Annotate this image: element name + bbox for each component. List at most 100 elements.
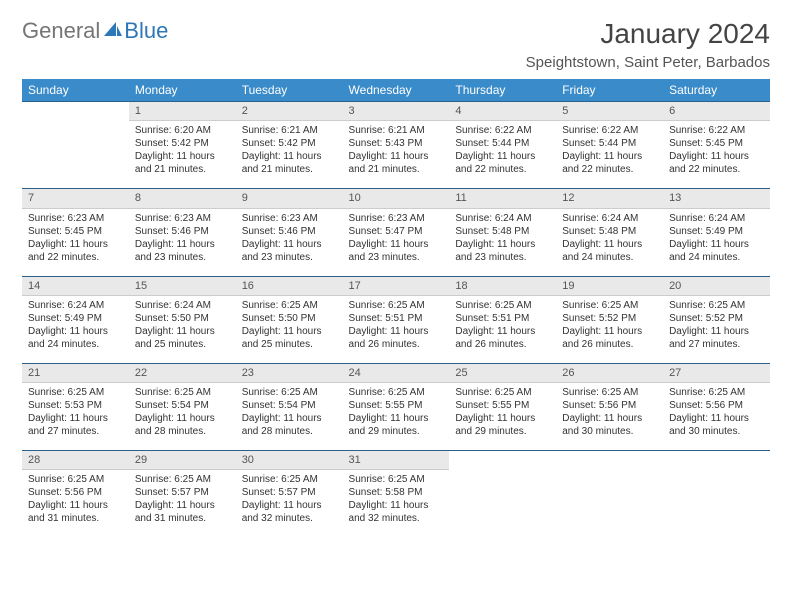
daylight-text: Daylight: 11 hours and 21 minutes. (349, 150, 444, 176)
day-cell: Sunrise: 6:24 AMSunset: 5:48 PMDaylight:… (556, 208, 663, 276)
weekday-header: Tuesday (236, 79, 343, 102)
day-cell: Sunrise: 6:23 AMSunset: 5:45 PMDaylight:… (22, 208, 129, 276)
daylight-text: Daylight: 11 hours and 31 minutes. (28, 499, 123, 525)
daylight-text: Daylight: 11 hours and 26 minutes. (562, 325, 657, 351)
daylight-text: Daylight: 11 hours and 26 minutes. (349, 325, 444, 351)
sunset-text: Sunset: 5:56 PM (562, 399, 657, 412)
day-number: 24 (343, 363, 450, 382)
sunrise-text: Sunrise: 6:23 AM (242, 212, 337, 225)
daylight-text: Daylight: 11 hours and 22 minutes. (669, 150, 764, 176)
daylight-text: Daylight: 11 hours and 24 minutes. (669, 238, 764, 264)
sunset-text: Sunset: 5:47 PM (349, 225, 444, 238)
day-number: 25 (449, 363, 556, 382)
sunrise-text: Sunrise: 6:24 AM (562, 212, 657, 225)
day-number: 10 (343, 189, 450, 208)
day-cell: Sunrise: 6:21 AMSunset: 5:42 PMDaylight:… (236, 121, 343, 189)
sunrise-text: Sunrise: 6:25 AM (349, 473, 444, 486)
day-cell: Sunrise: 6:25 AMSunset: 5:54 PMDaylight:… (236, 383, 343, 451)
sunrise-text: Sunrise: 6:24 AM (28, 299, 123, 312)
weekday-header: Sunday (22, 79, 129, 102)
day-cell: Sunrise: 6:22 AMSunset: 5:44 PMDaylight:… (556, 121, 663, 189)
day-number: 9 (236, 189, 343, 208)
daylight-text: Daylight: 11 hours and 24 minutes. (562, 238, 657, 264)
daylight-text: Daylight: 11 hours and 21 minutes. (242, 150, 337, 176)
sunrise-text: Sunrise: 6:25 AM (349, 299, 444, 312)
day-number: 5 (556, 102, 663, 121)
day-number: 20 (663, 276, 770, 295)
weekday-header: Monday (129, 79, 236, 102)
day-cell: Sunrise: 6:23 AMSunset: 5:46 PMDaylight:… (236, 208, 343, 276)
daylight-text: Daylight: 11 hours and 29 minutes. (349, 412, 444, 438)
day-number: 14 (22, 276, 129, 295)
day-cell: Sunrise: 6:25 AMSunset: 5:50 PMDaylight:… (236, 295, 343, 363)
sunrise-text: Sunrise: 6:24 AM (455, 212, 550, 225)
day-cell (663, 470, 770, 538)
day-number (449, 451, 556, 470)
header: General Blue January 2024 Speightstown, … (22, 18, 770, 71)
logo-text-blue: Blue (124, 18, 168, 44)
daylight-text: Daylight: 11 hours and 27 minutes. (28, 412, 123, 438)
day-number: 11 (449, 189, 556, 208)
calendar-body: 123456Sunrise: 6:20 AMSunset: 5:42 PMDay… (22, 102, 770, 538)
day-number: 19 (556, 276, 663, 295)
sunrise-text: Sunrise: 6:22 AM (562, 124, 657, 137)
sunset-text: Sunset: 5:50 PM (135, 312, 230, 325)
daylight-text: Daylight: 11 hours and 32 minutes. (349, 499, 444, 525)
day-cell: Sunrise: 6:25 AMSunset: 5:57 PMDaylight:… (129, 470, 236, 538)
daylight-text: Daylight: 11 hours and 23 minutes. (242, 238, 337, 264)
sunrise-text: Sunrise: 6:21 AM (349, 124, 444, 137)
day-cell: Sunrise: 6:21 AMSunset: 5:43 PMDaylight:… (343, 121, 450, 189)
sunset-text: Sunset: 5:52 PM (562, 312, 657, 325)
day-cell (449, 470, 556, 538)
daylight-text: Daylight: 11 hours and 27 minutes. (669, 325, 764, 351)
sunset-text: Sunset: 5:50 PM (242, 312, 337, 325)
day-number: 31 (343, 451, 450, 470)
sunrise-text: Sunrise: 6:25 AM (562, 299, 657, 312)
sunrise-text: Sunrise: 6:25 AM (349, 386, 444, 399)
day-number (663, 451, 770, 470)
sunrise-text: Sunrise: 6:25 AM (562, 386, 657, 399)
sunrise-text: Sunrise: 6:25 AM (242, 473, 337, 486)
calendar-table: SundayMondayTuesdayWednesdayThursdayFrid… (22, 79, 770, 538)
day-number: 23 (236, 363, 343, 382)
day-number-row: 78910111213 (22, 189, 770, 208)
day-number: 17 (343, 276, 450, 295)
sunset-text: Sunset: 5:54 PM (135, 399, 230, 412)
day-number: 27 (663, 363, 770, 382)
weekday-header: Friday (556, 79, 663, 102)
day-cell (22, 121, 129, 189)
daylight-text: Daylight: 11 hours and 22 minutes. (562, 150, 657, 176)
daylight-text: Daylight: 11 hours and 29 minutes. (455, 412, 550, 438)
sunrise-text: Sunrise: 6:22 AM (455, 124, 550, 137)
daylight-text: Daylight: 11 hours and 32 minutes. (242, 499, 337, 525)
sunrise-text: Sunrise: 6:23 AM (349, 212, 444, 225)
day-cell: Sunrise: 6:25 AMSunset: 5:52 PMDaylight:… (556, 295, 663, 363)
sunset-text: Sunset: 5:53 PM (28, 399, 123, 412)
daylight-text: Daylight: 11 hours and 25 minutes. (242, 325, 337, 351)
weekday-header-row: SundayMondayTuesdayWednesdayThursdayFrid… (22, 79, 770, 102)
daylight-text: Daylight: 11 hours and 21 minutes. (135, 150, 230, 176)
sunrise-text: Sunrise: 6:23 AM (28, 212, 123, 225)
daylight-text: Daylight: 11 hours and 25 minutes. (135, 325, 230, 351)
day-cell: Sunrise: 6:23 AMSunset: 5:46 PMDaylight:… (129, 208, 236, 276)
day-cell (556, 470, 663, 538)
day-cell: Sunrise: 6:22 AMSunset: 5:45 PMDaylight:… (663, 121, 770, 189)
day-number-row: 14151617181920 (22, 276, 770, 295)
logo: General Blue (22, 18, 168, 44)
day-number: 7 (22, 189, 129, 208)
day-cell: Sunrise: 6:25 AMSunset: 5:55 PMDaylight:… (449, 383, 556, 451)
day-cell: Sunrise: 6:25 AMSunset: 5:56 PMDaylight:… (22, 470, 129, 538)
sunset-text: Sunset: 5:57 PM (242, 486, 337, 499)
sunrise-text: Sunrise: 6:25 AM (28, 386, 123, 399)
day-cell: Sunrise: 6:24 AMSunset: 5:50 PMDaylight:… (129, 295, 236, 363)
sunset-text: Sunset: 5:55 PM (455, 399, 550, 412)
day-cell: Sunrise: 6:25 AMSunset: 5:51 PMDaylight:… (343, 295, 450, 363)
day-number: 12 (556, 189, 663, 208)
daylight-text: Daylight: 11 hours and 28 minutes. (242, 412, 337, 438)
day-cell: Sunrise: 6:25 AMSunset: 5:54 PMDaylight:… (129, 383, 236, 451)
day-number: 26 (556, 363, 663, 382)
weekday-header: Thursday (449, 79, 556, 102)
sunrise-text: Sunrise: 6:25 AM (242, 386, 337, 399)
day-number: 13 (663, 189, 770, 208)
sunset-text: Sunset: 5:56 PM (28, 486, 123, 499)
